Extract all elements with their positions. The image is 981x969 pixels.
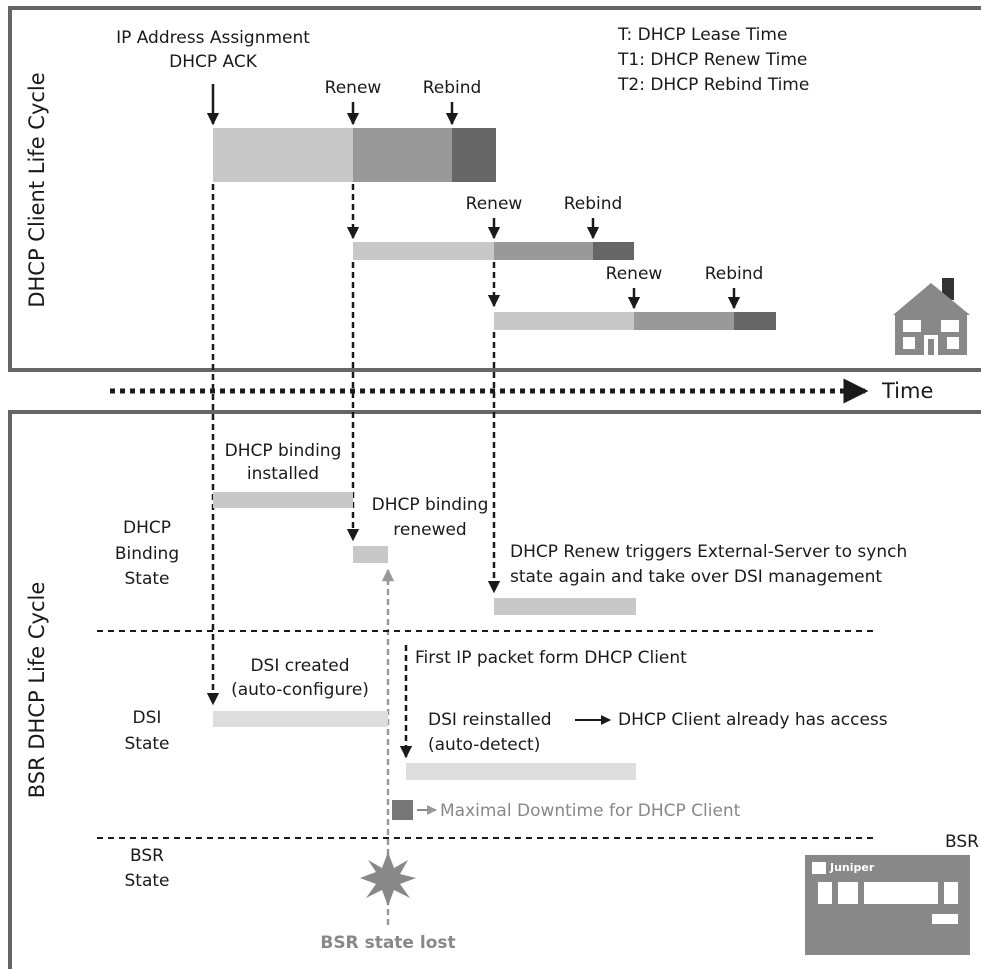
label: BSR state lost [320, 933, 455, 953]
row-label: State [125, 734, 170, 754]
shape [812, 862, 826, 874]
row-label: State [125, 871, 170, 891]
shape [8, 410, 981, 969]
shape [893, 278, 970, 355]
label: DHCP binding [372, 495, 489, 515]
shape [903, 320, 921, 332]
row-label: State [125, 569, 170, 589]
shape [818, 882, 832, 904]
shape [864, 882, 938, 904]
shape [947, 337, 959, 349]
shape [838, 882, 858, 904]
shape [494, 598, 636, 615]
label: DSI created [250, 656, 349, 676]
label: (auto-configure) [231, 680, 369, 700]
shape [406, 763, 636, 780]
shape [893, 283, 970, 315]
shape [452, 128, 496, 182]
label: installed [247, 464, 319, 484]
legend-entry: T2: DHCP Rebind Time [617, 75, 809, 95]
shape [353, 546, 388, 563]
label: Renew [606, 264, 663, 284]
shape [213, 711, 388, 727]
row-label: BSR [130, 846, 164, 866]
shape [392, 800, 413, 820]
label: Renew [466, 194, 523, 214]
shape [734, 312, 776, 330]
label: renewed [393, 520, 466, 540]
label: IP Address Assignment [116, 28, 310, 48]
shape [494, 242, 593, 260]
legend-entry: T: DHCP Lease Time [617, 25, 787, 45]
label: state again and take over DSI management [510, 567, 882, 587]
label: First IP packet form DHCP Client [415, 648, 687, 668]
axis-label: Time [881, 379, 933, 403]
shape [928, 339, 934, 355]
shape [903, 337, 915, 349]
shape [360, 852, 416, 906]
row-label: DHCP [123, 518, 171, 538]
label: DHCP ACK [169, 52, 258, 72]
shape [805, 855, 970, 955]
label: DSI reinstalled [428, 710, 552, 730]
legend-entry: T1: DHCP Renew Time [617, 50, 807, 70]
row-label: Binding [115, 544, 179, 564]
row-label: DSI [133, 708, 162, 728]
shape [213, 492, 353, 508]
shape [593, 242, 634, 260]
shape [944, 882, 958, 904]
shape [8, 6, 981, 372]
label: Rebind [564, 194, 623, 214]
label: Rebind [705, 264, 764, 284]
shape [353, 128, 452, 182]
label: Maximal Downtime for DHCP Client [440, 801, 741, 821]
panel-title: DHCP Client Life Cycle [25, 72, 49, 307]
shape [494, 312, 634, 330]
panel-title: BSR DHCP Life Cycle [25, 582, 49, 799]
shape [634, 312, 734, 330]
label: DHCP binding [225, 441, 342, 461]
label: Renew [325, 78, 382, 98]
label: DHCP Client already has access [618, 710, 888, 730]
brand: Juniper [829, 861, 875, 874]
shape [932, 914, 958, 924]
label: Rebind [423, 78, 482, 98]
shape [213, 128, 353, 182]
label: BSR [945, 832, 979, 852]
shape [353, 242, 494, 260]
shape [941, 320, 959, 332]
label: DHCP Renew triggers External-Server to s… [510, 542, 907, 562]
label: (auto-detect) [428, 735, 540, 755]
